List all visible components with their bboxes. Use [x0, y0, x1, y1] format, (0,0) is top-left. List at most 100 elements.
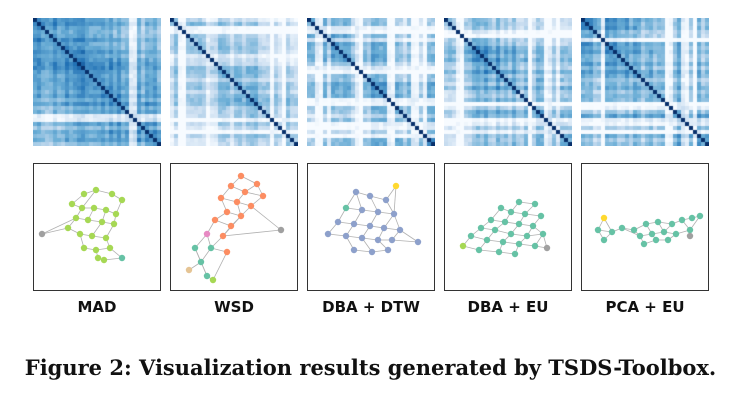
- graph-node: [203, 230, 211, 238]
- graph-node: [223, 208, 231, 216]
- graph-node: [102, 234, 110, 242]
- graph-node: [237, 212, 245, 220]
- graph-node: [64, 224, 72, 232]
- graph-edge: [222, 229, 282, 237]
- panel-label-wsd: WSD: [214, 298, 254, 316]
- graph-node: [350, 246, 358, 254]
- graph-node: [459, 242, 467, 250]
- graph-node: [237, 172, 245, 180]
- graph-node: [507, 208, 515, 216]
- graph-node: [259, 192, 267, 200]
- graph-panel-dba-dtw: [307, 163, 435, 291]
- panel-label-dba-dtw: DBA + DTW: [322, 298, 420, 316]
- graph-edge: [391, 239, 419, 243]
- graph-node: [84, 216, 92, 224]
- graph-node: [487, 216, 495, 224]
- graph-node: [380, 224, 388, 232]
- graph-node: [640, 240, 648, 248]
- graph-node: [507, 230, 515, 238]
- graph-node: [92, 246, 100, 254]
- graph-panel-mad: [33, 163, 161, 291]
- graph-node: [98, 218, 106, 226]
- graph-node: [358, 206, 366, 214]
- graph-node: [630, 226, 638, 234]
- graph-node: [185, 266, 193, 274]
- graph-node: [537, 212, 545, 220]
- graph-node: [648, 230, 656, 238]
- graph-node: [38, 230, 46, 238]
- graph-node: [191, 244, 199, 252]
- graph-node: [384, 246, 392, 254]
- graph-node: [664, 236, 672, 244]
- graph-node: [594, 226, 602, 234]
- graph-node: [600, 214, 608, 222]
- heatmap-mad: [33, 18, 161, 146]
- graph-node: [515, 198, 523, 206]
- graph-node: [477, 224, 485, 232]
- graph-edge: [621, 227, 641, 237]
- graph-node: [515, 240, 523, 248]
- graph-node: [497, 204, 505, 212]
- graph-node: [390, 210, 398, 218]
- graph-edge: [41, 227, 69, 235]
- graph-edge: [399, 229, 419, 243]
- graph-node: [227, 222, 235, 230]
- graph-node: [90, 204, 98, 212]
- graph-node: [531, 242, 539, 250]
- graph-edge: [212, 251, 228, 281]
- panel-label-dba-eu: DBA + EU: [467, 298, 549, 316]
- graph-edge: [250, 205, 282, 231]
- graph-node: [217, 194, 225, 202]
- graph-node: [618, 224, 626, 232]
- graph-edge: [41, 217, 77, 235]
- graph-node: [654, 218, 662, 226]
- figure-caption: Figure 2: Visualization results generate…: [24, 355, 717, 380]
- graph-node: [686, 226, 694, 234]
- graph-node: [366, 192, 374, 200]
- graph-node: [652, 236, 660, 244]
- panel-label-pca-eu: PCA + EU: [605, 298, 685, 316]
- graph-node: [696, 212, 704, 220]
- graph-node: [334, 218, 342, 226]
- graph-node: [352, 188, 360, 196]
- graph-node: [72, 214, 80, 222]
- graph-node: [80, 244, 88, 252]
- heatmap-pca-eu: [581, 18, 709, 146]
- graph-node: [642, 220, 650, 228]
- graph-node: [529, 222, 537, 230]
- graph-node: [392, 182, 400, 190]
- graph-node: [414, 238, 422, 246]
- graph-svg: [38, 186, 126, 264]
- graph-node: [92, 186, 100, 194]
- graph-node: [207, 244, 215, 252]
- graph-node: [197, 258, 205, 266]
- graph-svg: [185, 172, 285, 284]
- graph-node: [358, 234, 366, 242]
- graph-node: [88, 232, 96, 240]
- graph-node: [76, 230, 84, 238]
- graph-node: [350, 220, 358, 228]
- graph-node: [118, 196, 126, 204]
- graph-edge: [478, 249, 500, 253]
- graph-node: [600, 236, 608, 244]
- graph-node: [678, 216, 686, 224]
- graph-node: [688, 214, 696, 222]
- graph-node: [608, 228, 616, 236]
- graph-node: [636, 232, 644, 240]
- graph-node: [112, 210, 120, 218]
- graph-node: [68, 200, 76, 208]
- graph-node: [539, 230, 547, 238]
- graph-node: [342, 204, 350, 212]
- graph-node: [227, 182, 235, 190]
- graph-node: [382, 196, 390, 204]
- graph-node: [668, 220, 676, 228]
- graph-svg: [324, 182, 422, 256]
- heatmap-dba-dtw: [307, 18, 435, 146]
- graph-node: [324, 230, 332, 238]
- graph-node: [543, 244, 551, 252]
- graph-node: [277, 226, 285, 234]
- graph-node: [108, 190, 116, 198]
- graph-node: [388, 236, 396, 244]
- graph-node: [374, 208, 382, 216]
- graph-node: [233, 198, 241, 206]
